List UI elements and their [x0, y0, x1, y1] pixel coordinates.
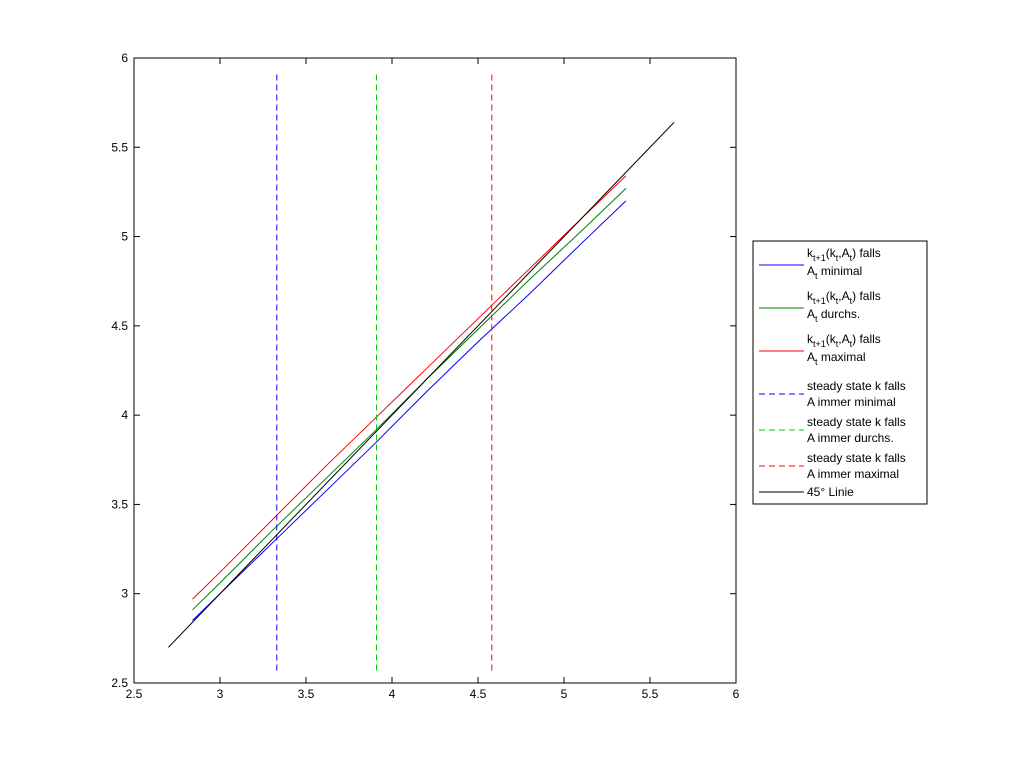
legend-label-line2: A immer maximal: [807, 467, 899, 481]
legend-label-line2: A immer durchs.: [807, 431, 894, 445]
y-tick-label: 6: [121, 51, 128, 65]
legend-subscript: t: [815, 314, 818, 324]
legend-subscript: t: [850, 296, 853, 306]
legend-subscript: t+1: [813, 339, 826, 349]
legend-text-part: durchs.: [818, 307, 861, 321]
legend-label-line1: steady state k falls: [807, 415, 906, 429]
legend-box: [752, 240, 928, 505]
y-tick-label: 4.5: [111, 319, 128, 333]
x-tick-label: 2.5: [126, 687, 143, 701]
legend-text-part: ) falls: [852, 332, 881, 346]
y-tick-label: 5.5: [111, 140, 128, 154]
legend-text-part: (k: [826, 246, 837, 260]
legend-subscript: t: [815, 357, 818, 367]
y-tick-label: 2.5: [111, 676, 128, 690]
legend-subscript: t: [836, 339, 839, 349]
legend-entry-5: steady state k falls A immer durchs.: [759, 415, 906, 445]
legend-subscript: t: [815, 271, 818, 281]
legend-label-line2: At durchs.: [807, 307, 860, 324]
y-tick-label: 3.5: [111, 497, 128, 511]
x-tick-label: 6: [733, 687, 740, 701]
legend-entry-6: steady state k falls A immer maximal: [759, 451, 906, 481]
y-axis-ticks: 2.5 3 3.5 4 4.5 5 5.5 6: [111, 51, 736, 690]
legend-label-line2: At minimal: [807, 264, 862, 281]
series-line-2: [192, 188, 627, 611]
legend-text-part: ) falls: [852, 289, 881, 303]
legend-text-part: k: [807, 289, 814, 303]
x-tick-label: 3.5: [298, 687, 315, 701]
series-line-3: [192, 175, 627, 600]
x-tick-label: 5: [561, 687, 568, 701]
series-line-7: [168, 121, 675, 648]
plot-area: 2.5 3 3.5 4 4.5 5 5.5 6 2.5 3 3.5 4 4.5 5 5.5 6: [111, 51, 739, 701]
series-line-1: [192, 200, 627, 621]
legend-subscript: t: [836, 253, 839, 263]
legend-entry-4: steady state k falls A immer minimal: [759, 379, 906, 409]
legend-label-line2: At maximal: [807, 350, 866, 367]
legend-subscript: t: [850, 339, 853, 349]
legend-text-part: A: [807, 264, 815, 278]
legend-text-part: A: [807, 307, 815, 321]
legend-text-part: k: [807, 332, 814, 346]
legend-subscript: t+1: [813, 253, 826, 263]
legend-subscript: t: [836, 296, 839, 306]
legend-text-part: maximal: [818, 350, 866, 364]
legend-subscript: t+1: [813, 296, 826, 306]
legend-text-part: (k: [826, 332, 837, 346]
legend-label-line2: A immer minimal: [807, 395, 896, 409]
x-tick-label: 3: [217, 687, 224, 701]
y-tick-label: 5: [121, 230, 128, 244]
x-tick-label: 4: [389, 687, 396, 701]
x-axis-ticks: 2.5 3 3.5 4 4.5 5 5.5 6: [126, 58, 740, 701]
series-layer: [168, 74, 675, 671]
legend-text-part: ,A: [838, 246, 849, 260]
legend-text-part: (k: [826, 289, 837, 303]
legend-text-part: minimal: [818, 264, 863, 278]
legend-entry-7: 45° Linie: [759, 485, 854, 499]
legend-label-line1: kt+1(kt,At) falls: [807, 246, 881, 263]
legend-text-part: k: [807, 246, 814, 260]
legend-label-line1: kt+1(kt,At) falls: [807, 332, 881, 349]
x-tick-label: 4.5: [470, 687, 487, 701]
y-tick-label: 4: [121, 408, 128, 422]
legend-label-line1: steady state k falls: [807, 451, 906, 465]
legend-text-part: ,A: [838, 289, 849, 303]
x-tick-label: 5.5: [642, 687, 659, 701]
legend-subscript: t: [850, 253, 853, 263]
legend-label-line1: kt+1(kt,At) falls: [807, 289, 881, 306]
legend-text-part: A: [807, 350, 815, 364]
legend-text-part: ) falls: [852, 246, 881, 260]
legend-text-part: ,A: [838, 332, 849, 346]
y-tick-label: 3: [121, 587, 128, 601]
legend-label: 45° Linie: [807, 485, 854, 499]
legend-label-line1: steady state k falls: [807, 379, 906, 393]
